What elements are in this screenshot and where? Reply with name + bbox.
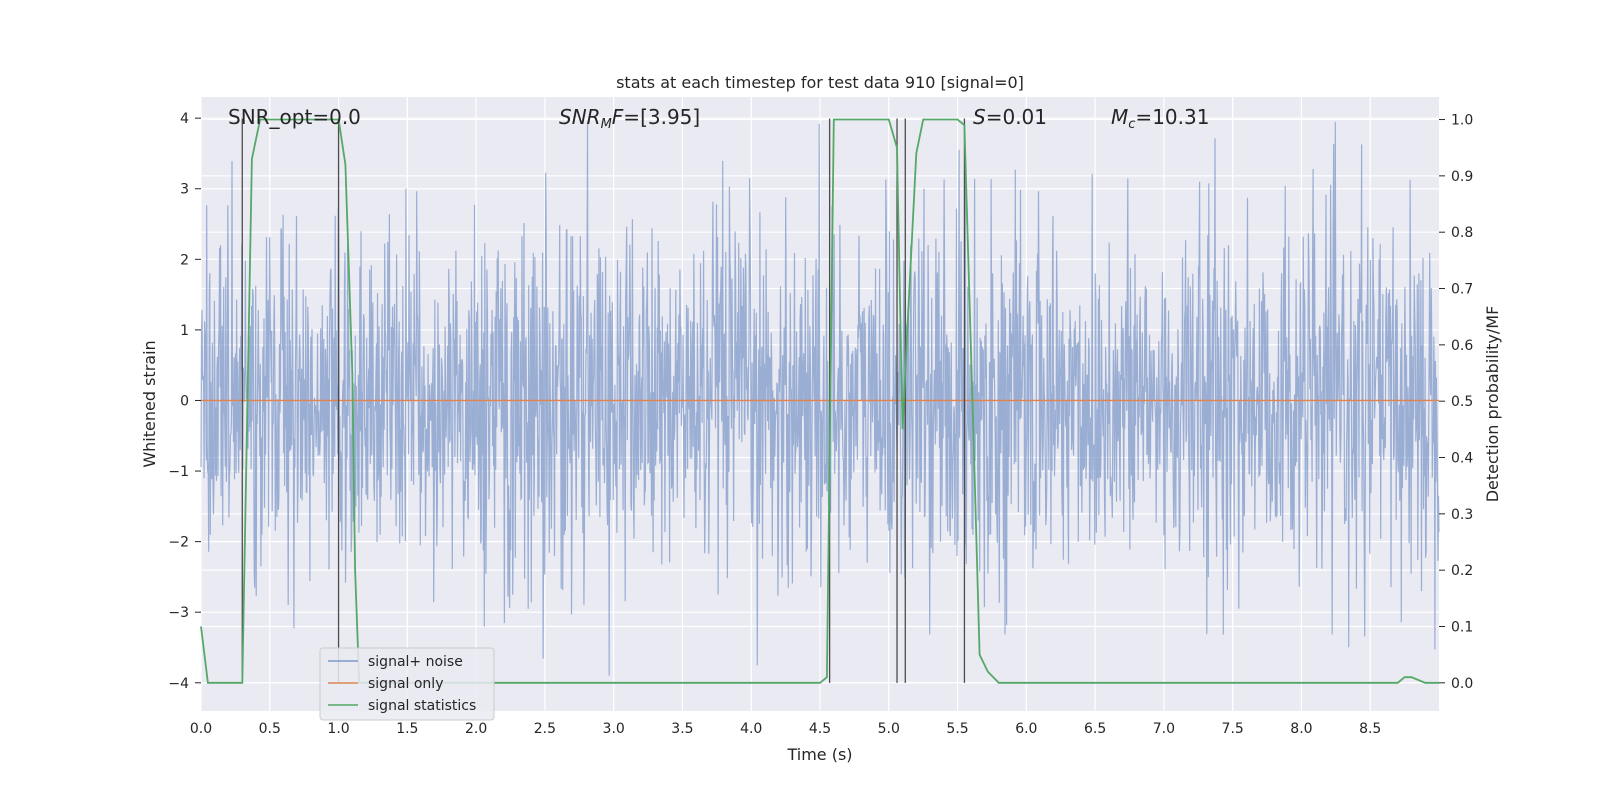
y-axis-left-ticks: −4 −3 −2 −1 0 1 2 3 4 (168, 111, 201, 692)
y-axis-left-label: Whitened strain (140, 340, 159, 467)
x-tick-label: 1.5 (396, 721, 418, 737)
annotation-mc: Mc=10.31 (1111, 105, 1209, 132)
chart-title: stats at each timestep for test data 910… (616, 73, 1024, 92)
x-axis-label: Time (s) (786, 745, 852, 764)
annotation-snr-mf: SNRMF=[3.95] (559, 105, 700, 132)
y-tick-label-left: −2 (168, 535, 189, 551)
x-tick-label: 3.0 (603, 721, 625, 737)
x-tick-label: 5.0 (878, 721, 900, 737)
vertical-markers (241, 118, 966, 683)
x-tick-label: 1.0 (327, 721, 349, 737)
x-tick-label: 6.0 (1015, 721, 1037, 737)
x-tick-label: 6.5 (1084, 721, 1106, 737)
y-tick-label-right: 0.3 (1451, 507, 1473, 523)
line-signal-statistics (200, 118, 1439, 684)
y-tick-label-right: 0.2 (1451, 563, 1473, 579)
y-axis-right-label: Detection probability/MF (1483, 306, 1502, 503)
legend-label-signal-plus-noise: signal+ noise (368, 654, 463, 670)
y-tick-label-left: 3 (180, 182, 189, 198)
y-tick-label-left: −3 (168, 605, 189, 621)
y-tick-label-left: 2 (180, 252, 189, 268)
line-signal-plus-noise (200, 121, 1440, 676)
y-tick-label-right: 0.4 (1451, 451, 1473, 467)
series-signal-plus-noise (200, 121, 1440, 676)
y-tick-label-left: 1 (180, 323, 189, 339)
y-tick-label-right: 0.1 (1451, 620, 1473, 636)
x-tick-label: 4.0 (740, 721, 762, 737)
y-tick-label-right: 0.5 (1451, 394, 1473, 410)
legend-box (319, 647, 495, 721)
x-tick-label: 7.0 (1153, 721, 1175, 737)
y-axis-right-ticks: 0.0 0.1 0.2 0.3 0.4 0.5 0.6 0.7 0.8 0.9 1.0 (1439, 113, 1473, 692)
y-tick-label-left: −4 (168, 676, 189, 692)
annotation-s: S=0.01 (973, 105, 1047, 129)
legend-label-signal-only: signal only (368, 676, 443, 692)
x-tick-label: 8.5 (1359, 721, 1381, 737)
y-tick-label-left: 0 (180, 393, 189, 409)
annotation-snr-opt: SNR_opt=0.0 (228, 105, 361, 129)
x-axis-ticks: 0.0 0.5 1.0 1.5 2.0 2.5 3.0 3.5 4.0 4.5 5.0 5.5 6.0 6… (190, 721, 1381, 737)
y-tick-label-right: 0.0 (1451, 676, 1473, 692)
x-tick-label: 8.0 (1290, 721, 1312, 737)
y-tick-label-right: 0.6 (1451, 338, 1473, 354)
y-tick-label-right: 0.8 (1451, 225, 1473, 241)
y-tick-label-right: 0.9 (1451, 169, 1473, 185)
y-tick-label-left: −1 (168, 464, 189, 480)
legend: signal+ noise signal only signal statist… (319, 647, 495, 721)
x-tick-label: 0.5 (259, 721, 281, 737)
y-tick-label-right: 1.0 (1451, 113, 1473, 129)
x-tick-label: 2.5 (534, 721, 556, 737)
x-tick-label: 4.5 (809, 721, 831, 737)
x-tick-label: 5.5 (946, 721, 968, 737)
y-tick-label-left: 4 (180, 111, 189, 127)
annotations: SNR_opt=0.0 SNRMF=[3.95] S=0.01 Mc=10.31 (228, 105, 1209, 132)
x-tick-label: 0.0 (190, 721, 212, 737)
x-tick-label: 7.5 (1222, 721, 1244, 737)
x-tick-label: 3.5 (671, 721, 693, 737)
x-tick-label: 2.0 (465, 721, 487, 737)
series-signal-statistics (200, 118, 1439, 684)
y-tick-label-right: 0.7 (1451, 282, 1473, 298)
legend-label-signal-statistics: signal statistics (368, 698, 476, 714)
